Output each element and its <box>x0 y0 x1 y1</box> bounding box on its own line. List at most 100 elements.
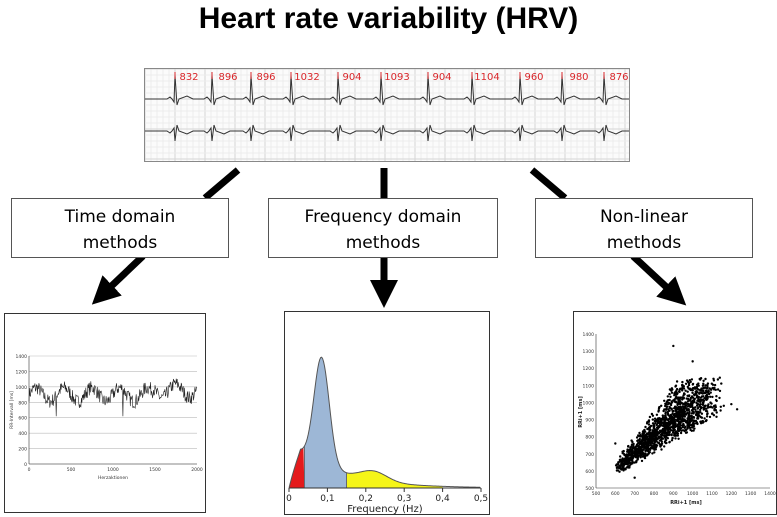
scatter-point <box>689 396 693 400</box>
arrow-nonlinear-to-chart <box>630 253 687 306</box>
rr-series-line <box>28 378 198 417</box>
scatter-point <box>705 391 708 394</box>
scatter-point <box>633 476 636 479</box>
scatter-point <box>653 445 657 448</box>
scatter-point <box>649 443 652 447</box>
scatter-point <box>651 429 654 432</box>
scatter-point <box>699 391 702 394</box>
scatter-point <box>663 399 666 402</box>
scatter-point <box>658 429 662 432</box>
scatter-point <box>663 416 666 419</box>
scatter-point <box>687 382 691 385</box>
scatter-point <box>714 388 717 391</box>
x-tick-label: 1300 <box>745 491 757 497</box>
scatter-point <box>722 404 725 407</box>
scatter-point <box>696 407 699 410</box>
scatter-point <box>691 391 694 394</box>
scatter-point <box>693 427 696 430</box>
scatter-point <box>655 426 659 429</box>
scatter-point <box>694 406 697 409</box>
scatter-point <box>630 454 633 457</box>
scatter-point <box>674 409 678 412</box>
scatter-point <box>666 395 669 398</box>
y-axis-label: RRi+1 [ms] <box>578 396 584 428</box>
scatter-point <box>670 419 674 422</box>
scatter-point <box>650 440 654 443</box>
scatter-point <box>691 382 695 386</box>
scatter-point <box>665 423 669 426</box>
scatter-point <box>690 429 693 432</box>
scatter-point <box>700 389 704 392</box>
x-tick-label: 700 <box>630 491 639 497</box>
scatter-point <box>633 451 636 454</box>
scatter-point <box>720 382 723 385</box>
scatter-point <box>663 414 667 418</box>
scatter-point <box>712 414 716 417</box>
x-axis-label: Herzaktionen <box>98 475 128 481</box>
scatter-point <box>645 438 648 441</box>
scatter-point <box>639 456 642 459</box>
scatter-point <box>697 384 700 387</box>
scatter-point <box>636 444 640 448</box>
scatter-point <box>658 435 661 438</box>
scatter-point <box>714 409 718 412</box>
scatter-point <box>713 405 716 408</box>
scatter-point <box>668 423 671 426</box>
scatter-point <box>687 383 691 387</box>
scatter-point <box>619 455 622 458</box>
ecg-lead-2 <box>145 124 629 142</box>
scatter-point <box>618 459 622 463</box>
scatter-point <box>645 441 649 444</box>
scatter-point <box>691 426 694 429</box>
scatter-point <box>670 408 673 411</box>
scatter-point <box>673 415 677 418</box>
scatter-point <box>678 390 681 394</box>
hf-band <box>346 470 443 488</box>
scatter-point <box>674 430 677 434</box>
arrow-time-to-chart <box>91 253 146 305</box>
scatter-point <box>691 399 695 402</box>
nonlinear-label-2: methods <box>606 233 682 253</box>
scatter-point <box>654 431 658 434</box>
scatter-point <box>703 417 706 420</box>
scatter-point <box>648 434 652 438</box>
scatter-point <box>676 419 680 423</box>
scatter-point <box>639 440 642 443</box>
scatter-point <box>641 450 644 453</box>
frequency-domain-label-1: Frequency domain <box>304 207 462 227</box>
scatter-point <box>672 422 676 425</box>
scatter-point <box>626 448 629 451</box>
x-tick-label: 900 <box>669 491 678 497</box>
x-tick-label: 1000 <box>687 491 699 497</box>
scatter-point <box>710 388 713 391</box>
scatter-point <box>660 435 663 439</box>
scatter-point <box>689 398 692 401</box>
scatter-point <box>684 425 687 428</box>
scatter-point <box>671 437 674 440</box>
scatter-point <box>660 404 663 407</box>
scatter-point <box>621 458 624 461</box>
ecg-strip: 832 896 896 1032 904 1093 904 1104 960 980 876 <box>144 68 630 162</box>
scatter-point <box>664 404 667 408</box>
scatter-point <box>681 383 684 387</box>
scatter-point <box>673 392 676 395</box>
scatter-point <box>684 389 687 392</box>
scatter-point <box>624 457 628 460</box>
scatter-point <box>701 403 704 406</box>
scatter-point <box>668 405 671 409</box>
scatter-point <box>684 404 688 407</box>
scatter-point <box>621 466 625 470</box>
scatter-point <box>711 383 715 386</box>
scatter-point <box>677 437 680 440</box>
scatter-point <box>696 417 700 420</box>
scatter-point <box>626 450 629 453</box>
scatter-point <box>686 408 689 411</box>
scatter-point <box>675 387 679 391</box>
y-tick-label: 500 <box>585 486 594 492</box>
scatter-point <box>698 405 702 408</box>
scatter-point <box>635 436 639 439</box>
scatter-point <box>684 382 688 385</box>
scatter-point <box>687 414 690 417</box>
scatter-point <box>668 409 671 412</box>
scatter-point <box>676 432 680 435</box>
